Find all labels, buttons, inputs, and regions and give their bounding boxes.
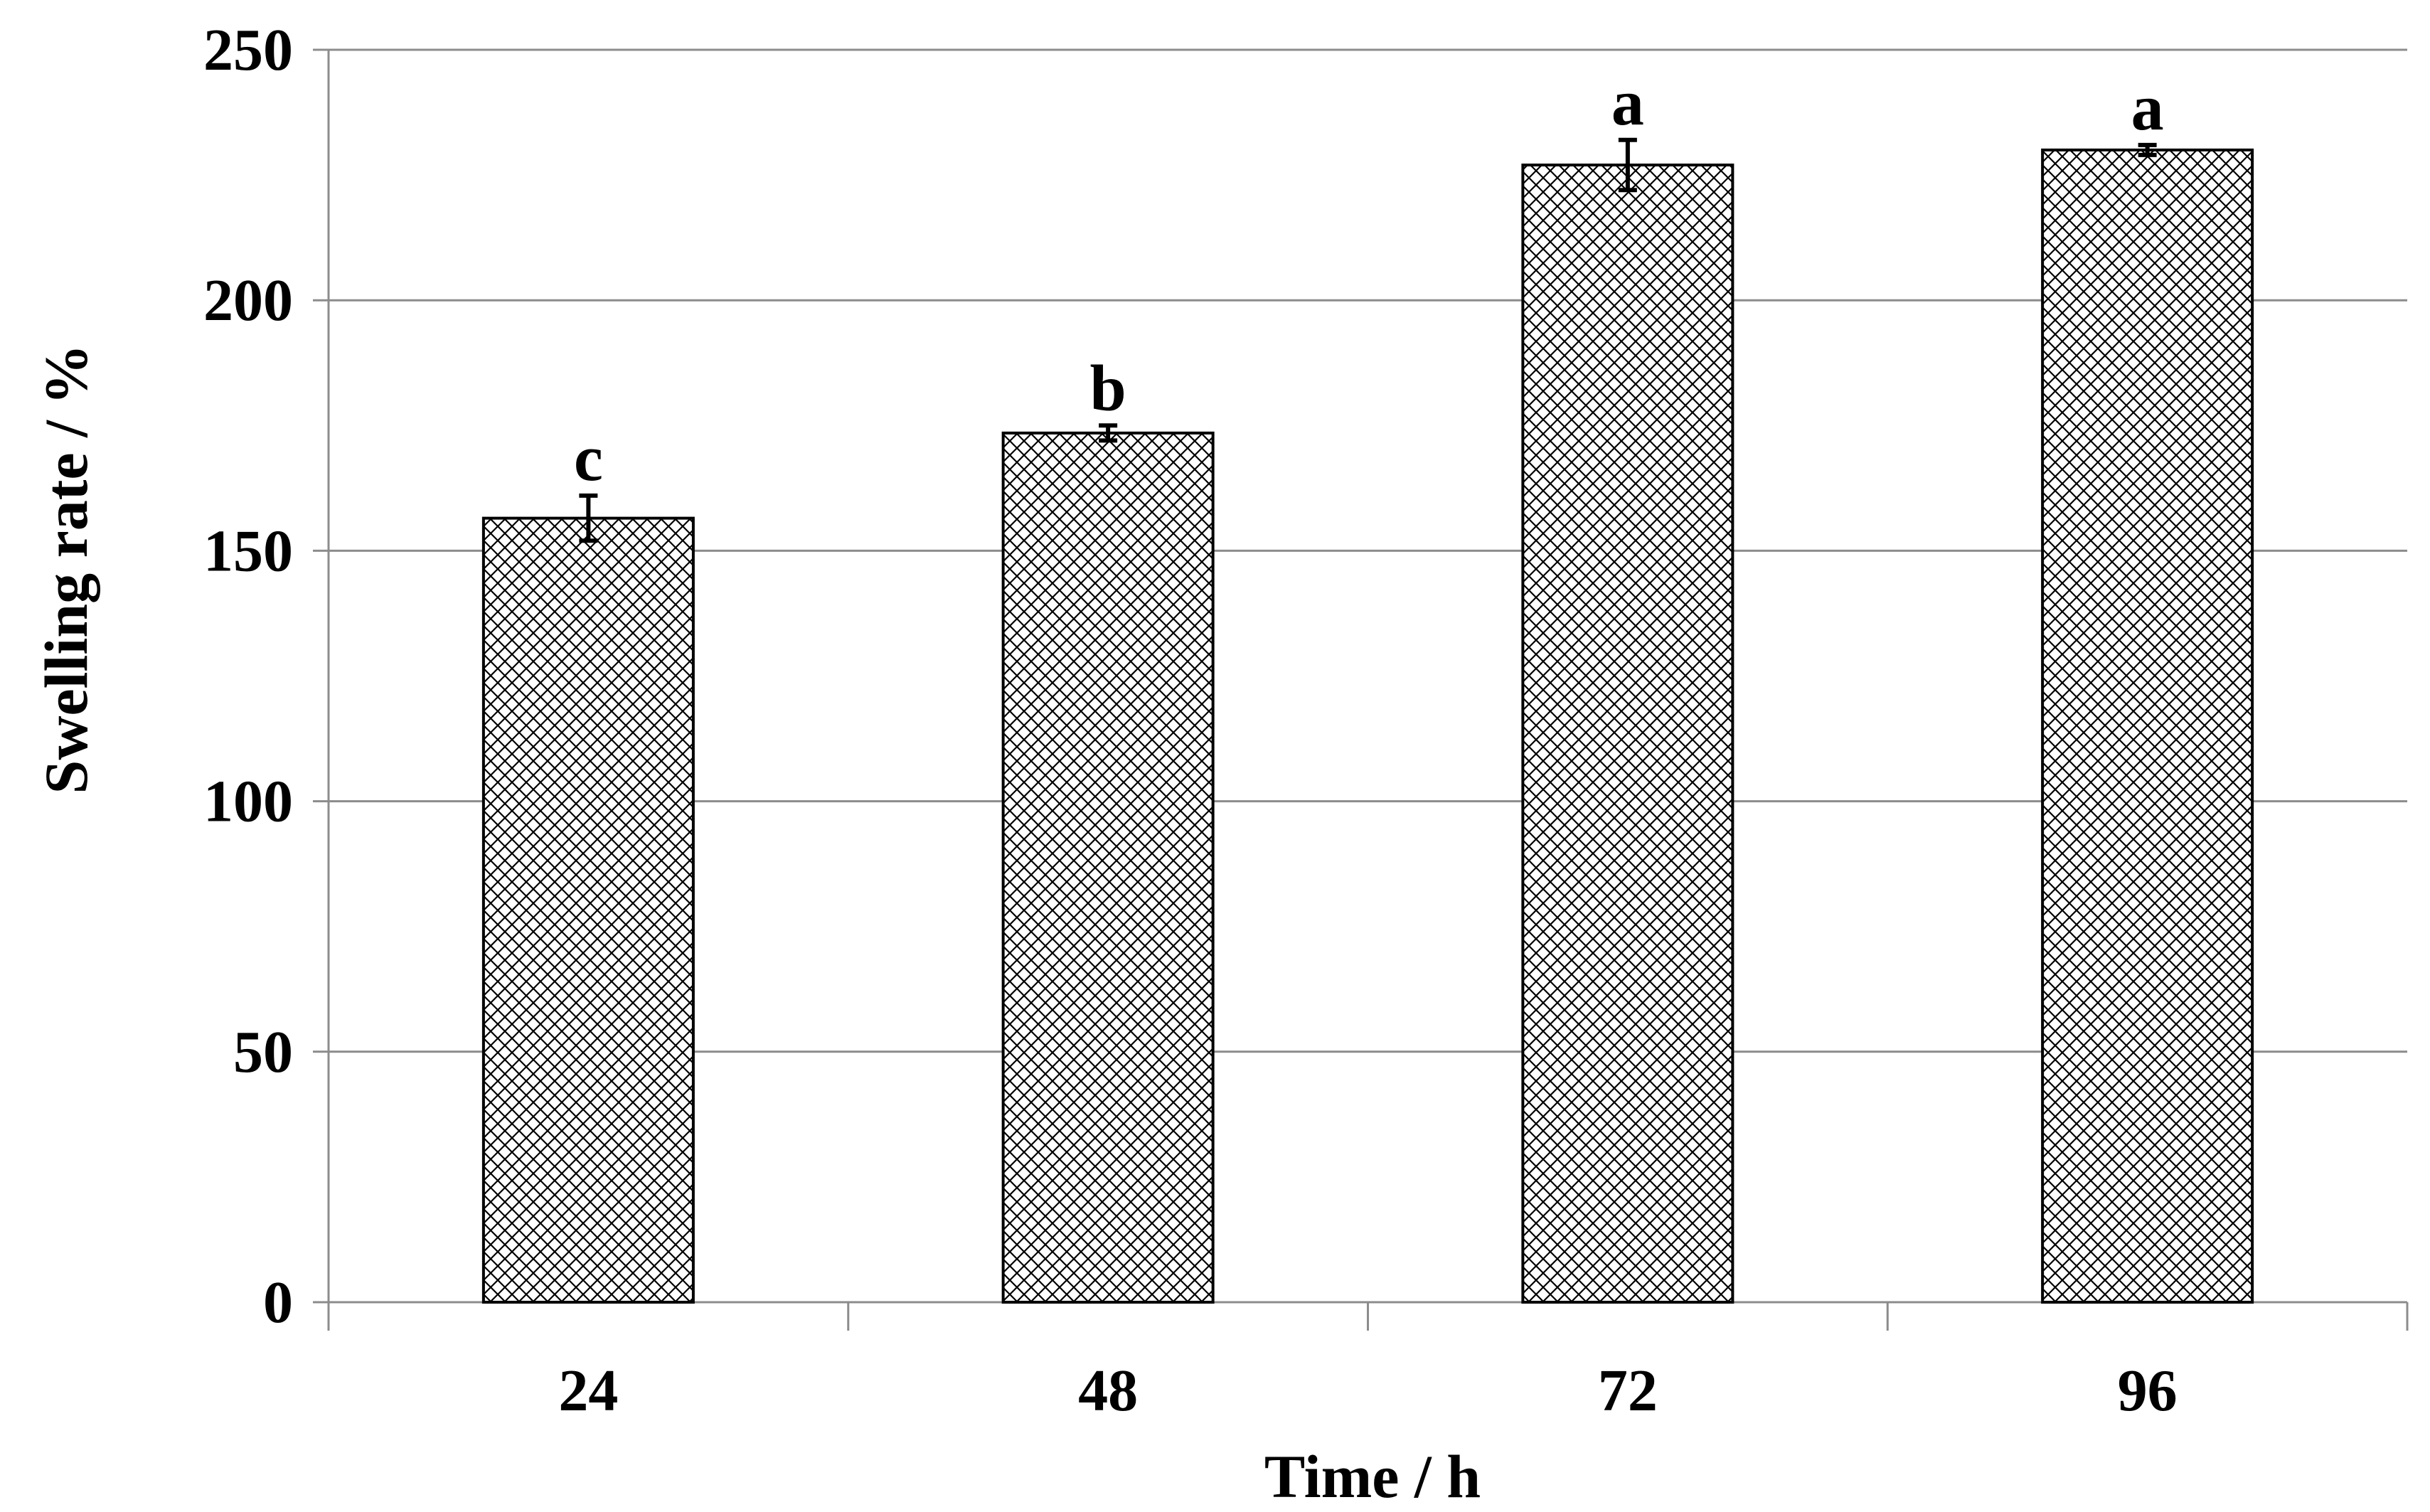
significance-label: a xyxy=(2131,71,2164,144)
x-axis-title: Time / h xyxy=(1264,1442,1481,1511)
bars xyxy=(481,137,2254,1304)
y-tick-label: 200 xyxy=(203,267,293,334)
x-tick-label: 48 xyxy=(1078,1358,1138,1424)
y-axis-title: Swelling rate / % xyxy=(32,344,100,794)
y-tick-label: 250 xyxy=(203,17,293,83)
y-tick-label: 50 xyxy=(233,1019,293,1085)
y-tick-label: 100 xyxy=(203,769,293,835)
y-tick-label: 0 xyxy=(263,1269,293,1336)
x-tick-label: 72 xyxy=(1598,1358,1658,1424)
x-tick-label: 24 xyxy=(558,1358,618,1424)
bar xyxy=(2041,148,2254,1304)
labels: 0 50 100 150 200 250 c 24 b 48 a 72 a 96 xyxy=(203,17,2178,1424)
significance-label: a xyxy=(1611,66,1644,139)
bar xyxy=(1521,164,1734,1304)
bar xyxy=(481,516,695,1304)
significance-label: c xyxy=(574,422,603,494)
bar xyxy=(1001,431,1215,1304)
y-tick-label: 150 xyxy=(203,518,293,584)
significance-label: b xyxy=(1090,351,1126,424)
x-tick-label: 96 xyxy=(2118,1358,2178,1424)
